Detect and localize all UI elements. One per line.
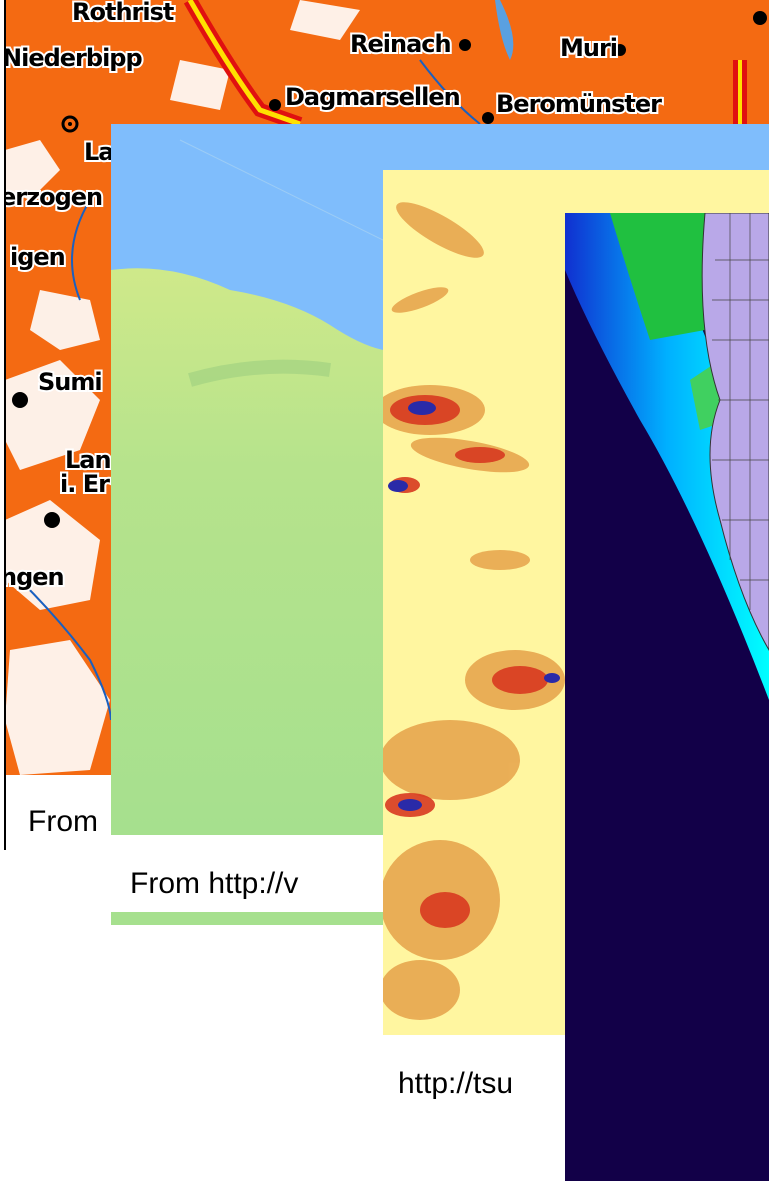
map-label: Dagmarsellen [285, 83, 460, 111]
map-label: igen [10, 243, 65, 271]
map-label: Rothrist [72, 0, 174, 26]
map-border [4, 0, 6, 850]
map-label: Beromünster [496, 90, 662, 118]
map-label: Sumi [38, 368, 102, 396]
map-label: La [84, 138, 114, 166]
map-label: Muri [560, 34, 617, 62]
map-label: Reinach [350, 30, 451, 58]
ocean-panel [565, 213, 769, 1181]
map-label: i. Er [60, 470, 110, 498]
map-label: ngen [0, 563, 64, 591]
caption: http://tsu [398, 1067, 513, 1100]
map-label: Lan [65, 446, 111, 474]
caption: From [28, 805, 98, 838]
map-label: Niederbipp [2, 44, 142, 72]
map-label: erzogen [0, 183, 102, 211]
caption: From http://v [130, 867, 298, 900]
